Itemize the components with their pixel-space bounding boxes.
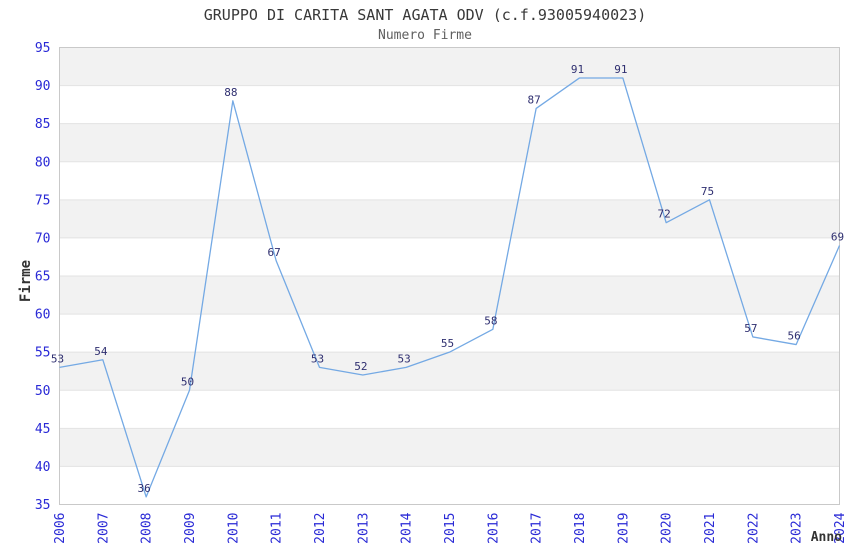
x-tick-label: 2009 <box>183 513 198 544</box>
plot-band <box>59 199 840 238</box>
y-tick-label: 95 <box>35 41 51 56</box>
plot-border <box>59 47 840 505</box>
x-tick-label: 2007 <box>96 513 111 544</box>
data-point-label: 57 <box>744 322 757 335</box>
data-point-label: 52 <box>354 360 367 373</box>
x-tick-label: 2023 <box>790 513 805 544</box>
plot-band <box>59 390 840 429</box>
data-point-label: 88 <box>224 86 237 99</box>
y-tick-label: 75 <box>35 193 51 208</box>
x-axis-title: Anno <box>810 530 842 545</box>
data-point-label: 55 <box>441 337 454 350</box>
x-tick-label: 2014 <box>400 512 415 543</box>
x-tick-label: 2008 <box>140 513 155 544</box>
y-tick-label: 50 <box>35 384 51 399</box>
x-tick-label: 2012 <box>313 513 328 544</box>
plot-band <box>59 47 840 86</box>
x-tick-label: 2020 <box>660 513 675 544</box>
plot-band <box>59 85 840 124</box>
y-tick-label: 90 <box>35 79 51 94</box>
y-tick-label: 45 <box>35 422 51 437</box>
plot-band <box>59 466 840 505</box>
data-line <box>59 77 841 498</box>
y-tick-label: 60 <box>35 308 51 323</box>
chart-title: GRUPPO DI CARITA SANT AGATA ODV (c.f.930… <box>203 6 647 24</box>
plot-band <box>59 123 840 162</box>
y-tick-label: 35 <box>35 498 51 513</box>
y-tick-label: 65 <box>35 270 51 285</box>
data-point-label: 53 <box>311 352 324 365</box>
x-tick-label: 2017 <box>530 513 545 544</box>
plot-band <box>59 352 840 391</box>
data-point-label: 67 <box>268 246 281 259</box>
x-tick-label: 2024 <box>833 512 848 543</box>
data-point-label: 53 <box>398 352 411 365</box>
plot-band <box>59 237 840 276</box>
data-point-label: 69 <box>831 231 844 244</box>
chart-subtitle: Numero Firme <box>378 28 472 43</box>
x-tick-label: 2019 <box>616 513 631 544</box>
y-tick-label: 70 <box>35 231 51 246</box>
x-tick-label: 2010 <box>226 513 241 544</box>
x-tick-label: 2013 <box>356 513 371 544</box>
data-point-label: 72 <box>658 208 671 221</box>
data-point-label: 75 <box>701 185 714 198</box>
plot-band <box>59 161 840 200</box>
y-tick-label: 40 <box>35 460 51 475</box>
data-point-label: 53 <box>51 352 64 365</box>
data-point-label: 36 <box>138 482 151 495</box>
data-point-label: 87 <box>528 93 541 106</box>
x-tick-label: 2006 <box>53 513 68 544</box>
y-axis-title: Firme <box>18 259 34 303</box>
data-point-label: 56 <box>788 330 801 343</box>
data-point-label: 58 <box>484 314 497 327</box>
x-tick-label: 2016 <box>486 513 501 544</box>
data-point-label: 50 <box>181 375 194 388</box>
plot-band <box>59 428 840 467</box>
x-tick-label: 2015 <box>443 513 458 544</box>
plot-band <box>59 314 840 353</box>
x-tick-label: 2018 <box>573 513 588 544</box>
data-point-label: 91 <box>571 63 584 76</box>
y-tick-label: 80 <box>35 155 51 170</box>
x-tick-label: 2021 <box>703 513 718 544</box>
plot-band <box>59 276 840 315</box>
x-tick-label: 2022 <box>746 513 761 544</box>
y-tick-label: 55 <box>35 346 51 361</box>
x-tick-label: 2011 <box>270 513 285 544</box>
y-tick-label: 85 <box>35 117 51 132</box>
data-point-label: 91 <box>614 63 627 76</box>
data-point-label: 54 <box>94 345 108 358</box>
